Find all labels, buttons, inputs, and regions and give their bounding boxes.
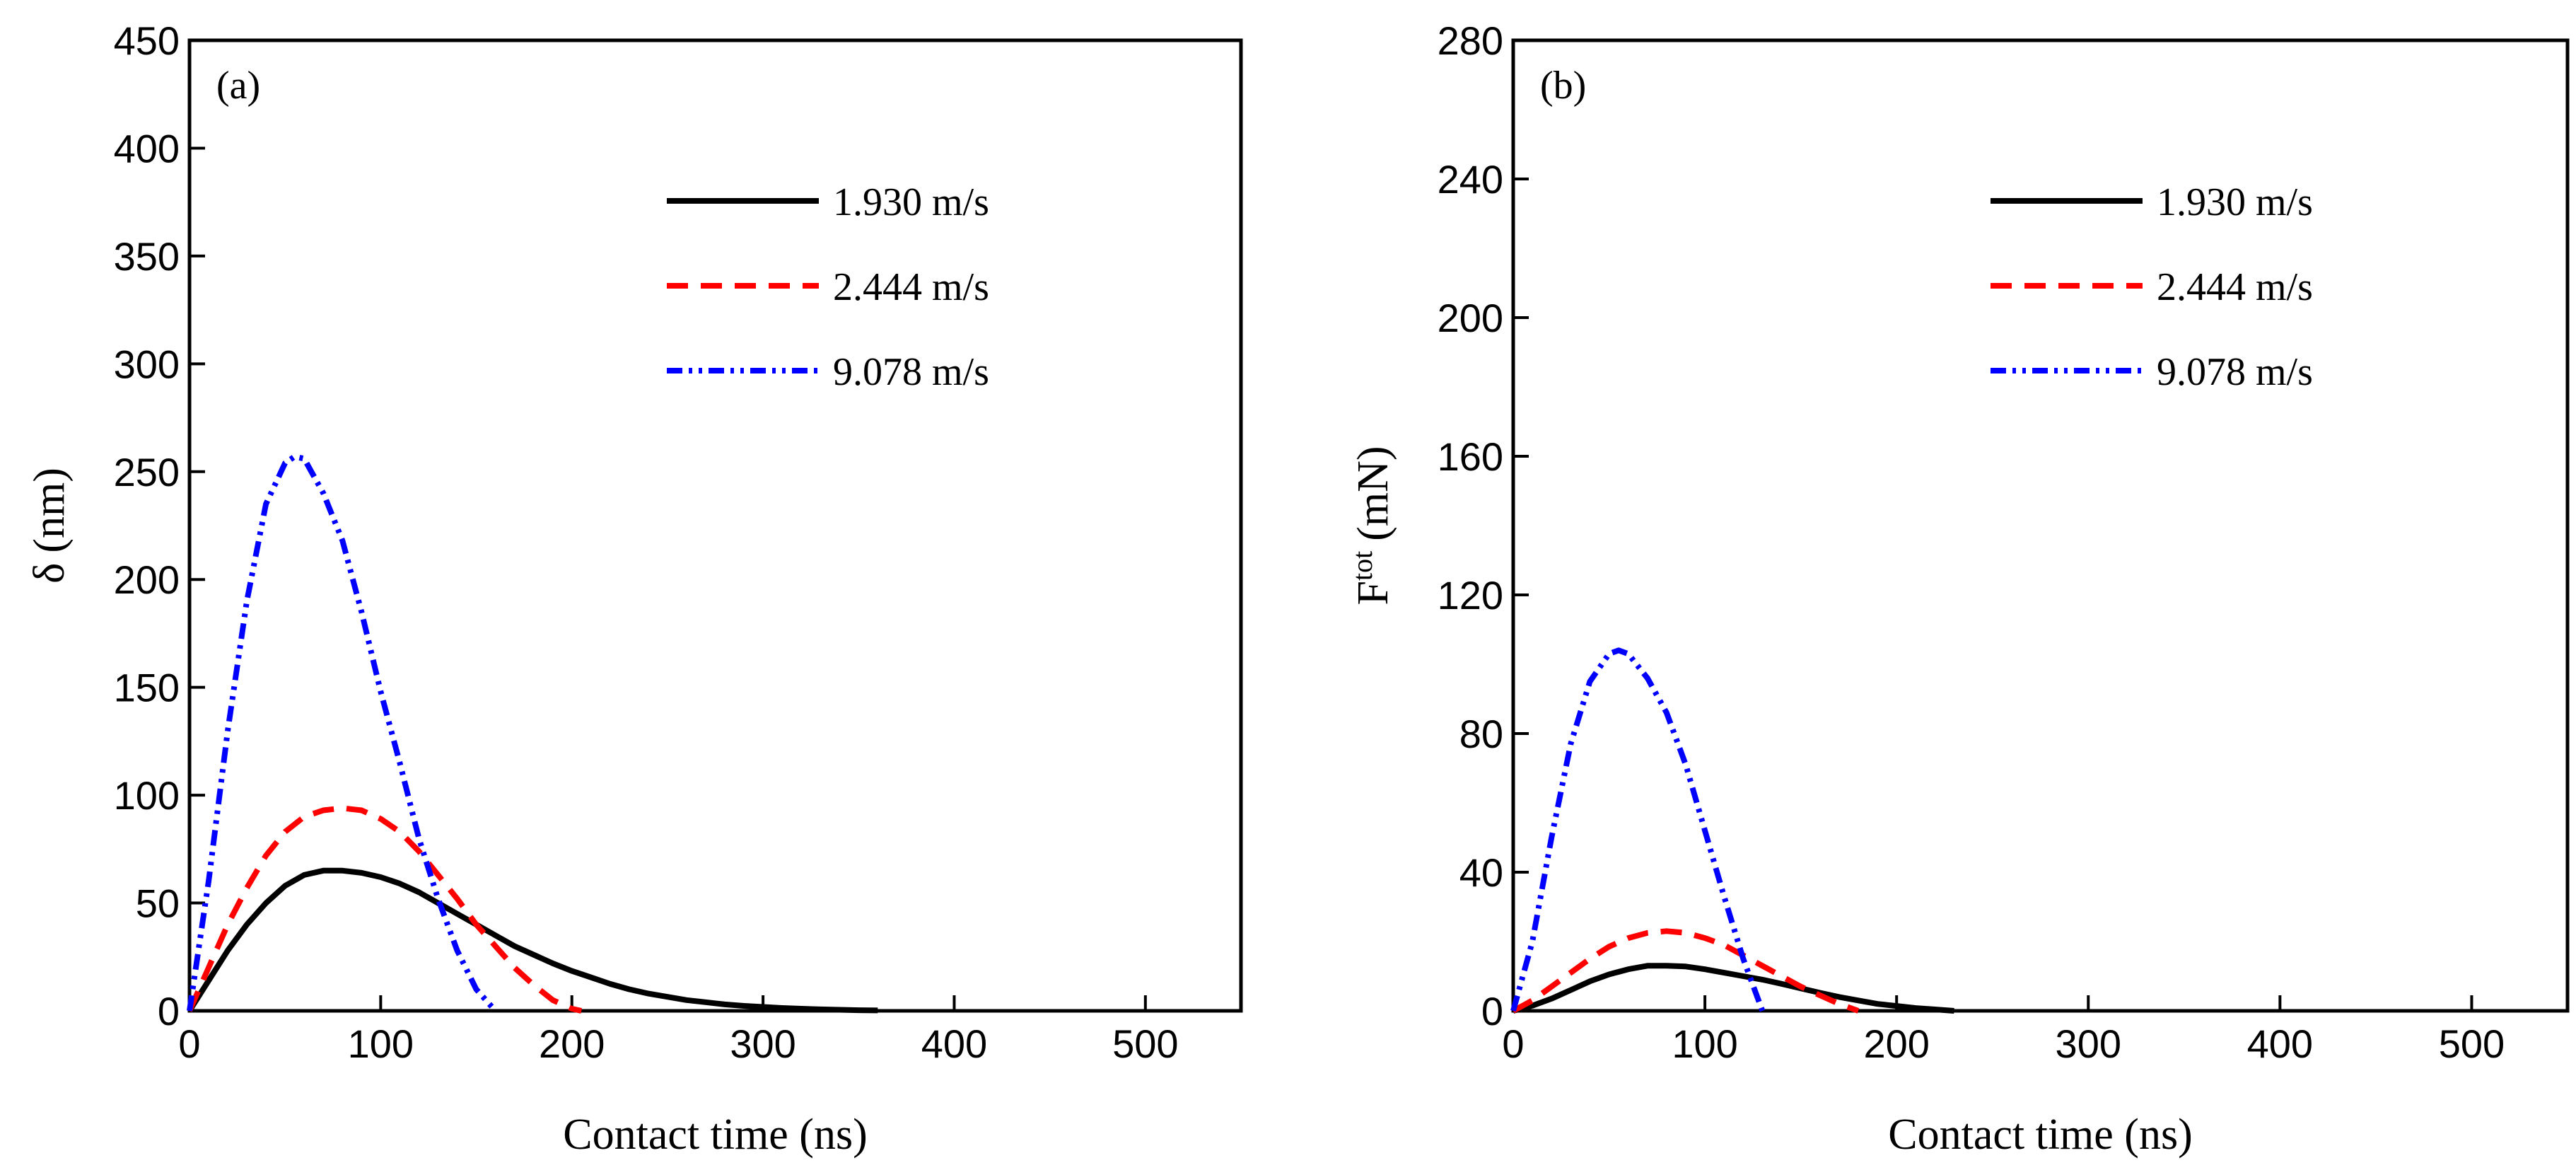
panel-a-x-tick-label: 500: [1112, 1021, 1178, 1066]
panel-b-plot-frame: [1511, 38, 2570, 1013]
panel-b-series-line-3: [1510, 647, 1766, 1012]
panel-b-x-axis-label: Contact time (ns): [1888, 1111, 2192, 1159]
panel-b-y-tick-label: 240: [1438, 157, 1503, 202]
panel-b-y-tick-label: 200: [1438, 296, 1503, 340]
panel-b-label: (b): [1540, 64, 1586, 108]
panel-a-plot-frame: [187, 38, 1243, 1013]
panel-a-label: (a): [216, 64, 260, 108]
panel-a-y-axis-symbol: δ: [25, 563, 74, 584]
panel-a-y-tick-label: 450: [114, 18, 180, 63]
panel-b-y-tick-label: 280: [1438, 18, 1503, 63]
panel-b-legend-label-1: 1.930 m/s: [2157, 180, 2313, 224]
panel-b-y-tick-label: 160: [1438, 434, 1503, 479]
panel-b-y-tick-label: 80: [1459, 712, 1503, 756]
panel-a-series-line-1: [187, 867, 878, 1014]
panel-a-y-axis-label: δ (nm): [25, 468, 74, 584]
panel-b-y-axis-symbol: F: [1349, 581, 1397, 605]
panel-a-y-tick-label: 350: [114, 234, 180, 279]
panel-b-y-axis-label: Ftot (mN): [1346, 446, 1398, 605]
panel-b-x-tick-label: 200: [1863, 1021, 1929, 1066]
panel-b-x-tick-label: 100: [1672, 1021, 1737, 1066]
panel-a-x-axis-label: Contact time (ns): [563, 1111, 867, 1159]
panel-a-x-tick-label: 0: [178, 1021, 200, 1066]
panel-b-legend-label-2: 2.444 m/s: [2157, 265, 2313, 309]
panel-a-y-tick-label: 150: [114, 666, 180, 710]
panel-a-x-tick-label: 100: [348, 1021, 414, 1066]
panel-a-y-tick-label: 100: [114, 773, 180, 818]
panel-b-y-axis-unit: (mN): [1349, 446, 1397, 540]
panel-a-y-tick-label: 0: [158, 989, 180, 1033]
panel-b-y-tick-label: 120: [1438, 573, 1503, 618]
panel-b-y-tick-label: 0: [1481, 989, 1503, 1033]
panel-a-y-tick-label: 250: [114, 450, 180, 494]
panel-a-y-tick-label: 50: [136, 881, 180, 926]
panel-a-series-line-2: [187, 805, 583, 1014]
panel-a-x-tick-label: 400: [921, 1021, 987, 1066]
panel-b-x-tick-label: 300: [2056, 1021, 2121, 1066]
panel-b-y-tick-label: 40: [1459, 850, 1503, 895]
panel-b-series-line-1: [1512, 963, 1954, 1014]
panel-a-y-tick-label: 400: [114, 126, 180, 170]
panel-a-y-axis-unit: (nm): [25, 468, 74, 553]
panel-b-x-tick-label: 0: [1502, 1021, 1524, 1066]
panel-a-y-tick-label: 300: [114, 342, 180, 386]
panel-a-legend-label-3: 9.078 m/s: [833, 350, 989, 394]
panel-b: 0 40 80 120 160 200 240 280 0 100 200 300 400 500 Cont…: [1346, 18, 2570, 1159]
panel-b-series-line-2: [1512, 928, 1860, 1014]
panel-b-legend-label-3: 9.078 m/s: [2157, 350, 2313, 394]
panel-b-x-tick-label: 400: [2247, 1021, 2313, 1066]
panel-a-legend-label-2: 2.444 m/s: [833, 265, 989, 309]
panel-a-x-tick-label: 300: [730, 1021, 795, 1066]
panel-b-x-tick-label: 500: [2439, 1021, 2505, 1066]
panel-a-y-tick-label: 200: [114, 557, 180, 602]
panel-a-series-line-3: [187, 453, 498, 1013]
panel-b-y-axis-superscript: tot: [1346, 551, 1378, 581]
panel-a-x-tick-label: 200: [539, 1021, 605, 1066]
panel-a: 0 50 100 150 200 250 300 350 400 450 0 100 200 300 400…: [25, 18, 1243, 1159]
panel-a-legend-label-1: 1.930 m/s: [833, 180, 989, 224]
